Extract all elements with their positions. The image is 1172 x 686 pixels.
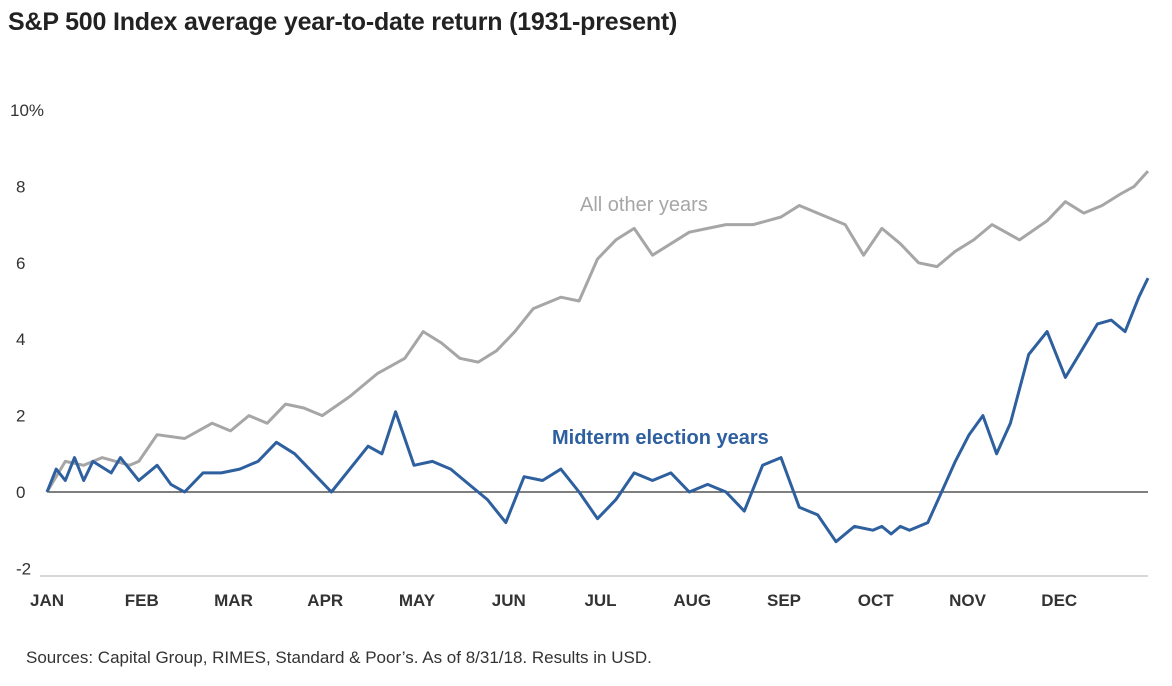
x-tick-label: DEC bbox=[1041, 591, 1077, 610]
line-chart: -2 0 2 4 6 8 10% JAN FEB MAR APR MAY JUN JUL AUG SEP OC… bbox=[10, 101, 1150, 610]
series-line-all-other-years bbox=[45, 170, 1150, 493]
y-axis-ticks: -2 0 2 4 6 8 10% bbox=[10, 101, 44, 578]
series-label-all-other-years: All other years bbox=[580, 194, 708, 216]
x-tick-label: SEP bbox=[767, 591, 801, 610]
x-tick-label: APR bbox=[307, 591, 343, 610]
y-tick-label: 10% bbox=[10, 101, 44, 120]
y-tick-label: -2 bbox=[16, 559, 31, 578]
x-tick-label: JAN bbox=[30, 591, 64, 610]
x-axis-month-labels: JAN FEB MAR APR MAY JUN JUL AUG SEP OCT NOV DEC bbox=[30, 591, 1077, 610]
y-tick-label: 0 bbox=[16, 483, 25, 502]
x-tick-label: FEB bbox=[125, 591, 159, 610]
y-tick-label: 6 bbox=[16, 254, 25, 273]
x-tick-label: MAY bbox=[399, 591, 436, 610]
series-line-midterm-election-years bbox=[45, 277, 1150, 544]
x-tick-label: JUL bbox=[584, 591, 616, 610]
series-label-midterm-election-years: Midterm election years bbox=[552, 427, 769, 449]
source-note: Sources: Capital Group, RIMES, Standard … bbox=[26, 648, 652, 667]
chart-title: S&P 500 Index average year-to-date retur… bbox=[8, 8, 678, 36]
x-tick-label: AUG bbox=[673, 591, 711, 610]
x-tick-label: MAR bbox=[214, 591, 253, 610]
x-tick-label: OCT bbox=[858, 591, 895, 610]
x-tick-label: JUN bbox=[492, 591, 526, 610]
y-tick-label: 2 bbox=[16, 407, 25, 426]
x-tick-label: NOV bbox=[949, 591, 987, 610]
y-tick-label: 4 bbox=[16, 330, 25, 349]
y-tick-label: 8 bbox=[16, 177, 25, 196]
